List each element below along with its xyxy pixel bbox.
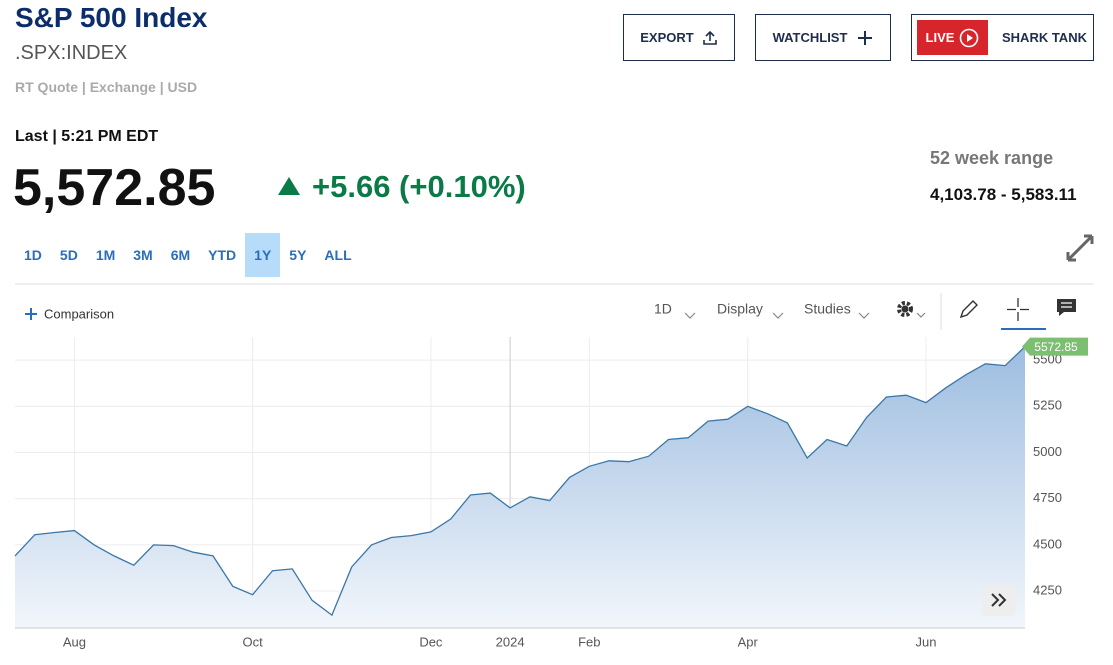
x-tick-label: Dec <box>419 634 443 649</box>
title: S&P 500 Index <box>15 2 208 33</box>
settings-icon[interactable] <box>897 301 913 317</box>
show-label: SHARK TANK <box>1002 30 1087 45</box>
period-tab[interactable]: 1D <box>24 247 42 263</box>
display[interactable]: Display <box>717 301 763 317</box>
interval[interactable]: 1D <box>654 301 672 317</box>
x-tick-label: Apr <box>738 634 759 649</box>
expand-icon[interactable] <box>1065 233 1095 263</box>
live-label: LIVE <box>925 30 955 45</box>
scroll-button[interactable] <box>982 585 1016 616</box>
live-button[interactable]: LIVE SHARK TANK <box>911 14 1094 61</box>
area-fill <box>15 346 1025 628</box>
y-tick-label: 4750 <box>1033 490 1062 505</box>
y-tick-label: 4500 <box>1033 536 1062 551</box>
up-arrow <box>278 177 300 195</box>
plus-icon <box>25 308 37 320</box>
x-tick-label: Aug <box>63 634 86 649</box>
studies[interactable]: Studies <box>804 301 851 317</box>
export-icon <box>702 30 717 45</box>
symbol: .SPX:INDEX <box>15 42 128 64</box>
last-price-tag <box>1022 337 1088 356</box>
draw-icon[interactable] <box>959 300 978 319</box>
play-icon <box>960 28 979 47</box>
x-tick-label: 2024 <box>496 634 525 649</box>
period-tab[interactable]: YTD <box>208 247 237 263</box>
y-tick-label: 4250 <box>1033 582 1062 597</box>
export-label: EXPORT <box>640 30 694 45</box>
period-tab[interactable]: 1M <box>95 247 116 263</box>
watchlist-button[interactable]: WATCHLIST <box>755 14 891 61</box>
period-tab[interactable]: 5Y <box>289 247 307 263</box>
y-tick-label: 5250 <box>1033 398 1062 413</box>
x-tick-label: Oct <box>243 634 264 649</box>
period-tab[interactable]: 1Y <box>245 233 281 277</box>
export-button[interactable]: EXPORT <box>623 14 735 61</box>
chevrons <box>684 312 926 319</box>
last-time: Last | 5:21 PM EDT <box>15 128 159 145</box>
comment-lines <box>1061 302 1072 308</box>
range-title: 52 week range <box>930 148 1054 168</box>
x-tick-label: Jun <box>915 634 936 649</box>
change: +5.66 (+0.10%) <box>312 169 526 204</box>
period-tab[interactable]: 6M <box>170 247 191 263</box>
period-tab[interactable]: 5D <box>59 247 78 263</box>
period-tabs: 1D 5D 1M 3M 6M YTD 1Y 5Y ALL <box>15 233 361 277</box>
quote-meta: RT Quote | Exchange | USD <box>15 79 198 95</box>
watchlist-label: WATCHLIST <box>772 30 848 45</box>
price: 5,572.85 <box>13 159 216 217</box>
comparison[interactable]: Comparison <box>44 306 114 321</box>
crosshair-icon[interactable] <box>1007 298 1029 321</box>
y-tick-label: 5000 <box>1033 444 1062 459</box>
period-tab[interactable]: ALL <box>324 247 352 263</box>
live-badge: LIVE <box>917 20 988 55</box>
x-tick-label: Feb <box>578 634 600 649</box>
last-price-label: 5572.85 <box>1034 340 1078 354</box>
range-value: 4,103.78 - 5,583.11 <box>930 185 1077 204</box>
plus-icon <box>858 30 873 45</box>
scroll-icon <box>991 593 1007 607</box>
period-tab[interactable]: 3M <box>133 247 153 263</box>
price-line <box>14 346 1026 617</box>
